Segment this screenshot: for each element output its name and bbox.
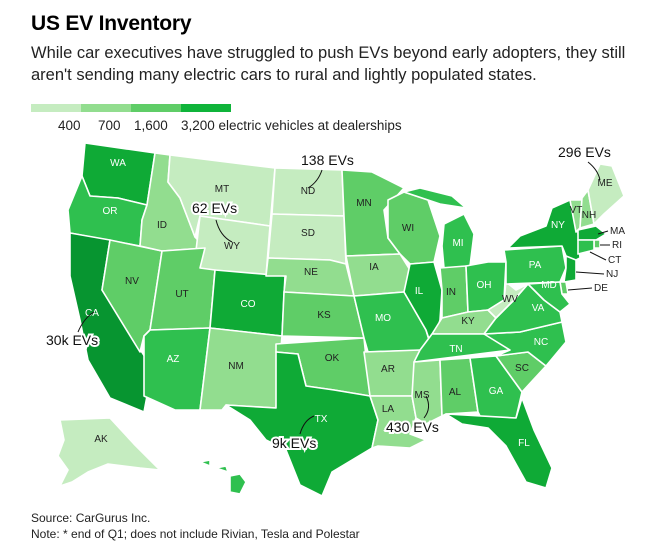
callout-me: 296 EVs bbox=[558, 144, 611, 160]
label-GA: GA bbox=[489, 386, 504, 397]
legend-swatch-400 bbox=[31, 104, 81, 112]
chart-subtitle: While car executives have struggled to p… bbox=[31, 44, 626, 84]
label-MA: MA bbox=[610, 226, 625, 237]
states bbox=[57, 142, 625, 497]
callouts: 138 EVs 296 EVs 62 EVs 30k EVs 9k EVs 43… bbox=[44, 142, 613, 453]
label-MS: MS bbox=[415, 390, 430, 401]
callout-nd-arrow bbox=[307, 169, 323, 189]
label-TX: TX bbox=[315, 414, 328, 425]
callout-ca: 30k EVs bbox=[46, 332, 98, 348]
legend-label-400: 400 bbox=[58, 118, 81, 133]
label-ND: ND bbox=[301, 186, 315, 197]
label-ME: ME bbox=[598, 178, 613, 189]
state-MD bbox=[527, 281, 571, 313]
label-ID: ID bbox=[157, 220, 167, 231]
legend-swatch-1600 bbox=[131, 104, 181, 112]
state-RI bbox=[593, 239, 601, 249]
label-VA: VA bbox=[532, 303, 545, 314]
state-CT bbox=[577, 239, 595, 255]
label-WA: WA bbox=[110, 158, 126, 169]
label-OR: OR bbox=[103, 206, 118, 217]
label-AR: AR bbox=[381, 364, 395, 375]
label-NC: NC bbox=[534, 337, 548, 348]
state-AL bbox=[439, 357, 479, 417]
state-TX bbox=[225, 351, 379, 497]
callout-nd: 138 EVs bbox=[301, 152, 354, 168]
callout-ca-arrow bbox=[77, 311, 95, 333]
state-HI bbox=[199, 459, 247, 495]
state-SD bbox=[267, 213, 347, 265]
state-labels: WA OR CA NV ID MT WY UT AZ CO NM ND SD N… bbox=[85, 158, 625, 449]
label-AK: AK bbox=[94, 434, 108, 445]
callout-wy: 62 EVs bbox=[192, 200, 237, 216]
label-AZ: AZ bbox=[167, 354, 180, 365]
legend-label-1600: 1,600 bbox=[134, 118, 168, 133]
state-AZ bbox=[143, 327, 211, 411]
legend-label-3200: 3,200 electric vehicles at dealerships bbox=[181, 118, 402, 133]
label-MI: MI bbox=[452, 238, 463, 249]
label-OK: OK bbox=[325, 353, 340, 364]
callout-wy-arrow bbox=[215, 219, 233, 243]
callout-tx-arrow bbox=[299, 415, 315, 435]
label-PA: PA bbox=[529, 260, 542, 271]
state-MA bbox=[577, 225, 607, 241]
leader-DE bbox=[567, 287, 593, 291]
label-VT: VT bbox=[570, 205, 583, 216]
label-NH: NH bbox=[582, 210, 596, 221]
label-IL: IL bbox=[415, 286, 424, 297]
state-NJ bbox=[563, 255, 577, 283]
label-OH: OH bbox=[477, 280, 492, 291]
label-MO: MO bbox=[375, 313, 391, 324]
label-RI: RI bbox=[612, 240, 622, 251]
callout-ms: 430 EVs bbox=[386, 419, 439, 435]
callout-me-arrow bbox=[587, 161, 601, 181]
label-KS: KS bbox=[317, 310, 331, 321]
label-TN: TN bbox=[449, 344, 462, 355]
label-NE: NE bbox=[304, 267, 318, 278]
label-IN: IN bbox=[446, 287, 456, 298]
legend-swatch-3200 bbox=[181, 104, 231, 112]
label-WV: WV bbox=[502, 294, 518, 305]
callout-ms-arrow bbox=[423, 395, 430, 419]
state-IA bbox=[345, 253, 411, 297]
leader-MA bbox=[597, 230, 609, 235]
state-MI-UP bbox=[403, 187, 467, 209]
label-LA: LA bbox=[382, 404, 395, 415]
label-DE: DE bbox=[594, 283, 608, 294]
label-WI: WI bbox=[402, 223, 414, 234]
label-SD: SD bbox=[301, 228, 315, 239]
leader-CT bbox=[589, 251, 607, 261]
legend-label-700: 700 bbox=[98, 118, 121, 133]
label-WY: WY bbox=[224, 241, 240, 252]
label-NJ: NJ bbox=[606, 269, 618, 280]
leader-NJ bbox=[575, 271, 605, 275]
label-AL: AL bbox=[449, 387, 462, 398]
label-MD: MD bbox=[541, 280, 557, 291]
label-NM: NM bbox=[228, 361, 244, 372]
label-NY: NY bbox=[551, 220, 565, 231]
legend: 400 700 1,600 3,200 electric vehicles at… bbox=[31, 104, 441, 140]
state-WV bbox=[487, 281, 529, 319]
note-text: Note: * end of Q1; does not include Rivi… bbox=[31, 527, 360, 541]
state-FL bbox=[445, 397, 553, 489]
state-ME bbox=[587, 163, 625, 225]
label-SC: SC bbox=[515, 363, 529, 374]
label-IA: IA bbox=[369, 262, 379, 273]
chart-title: US EV Inventory bbox=[31, 12, 192, 35]
legend-swatch-700 bbox=[81, 104, 131, 112]
label-UT: UT bbox=[175, 289, 188, 300]
label-CO: CO bbox=[241, 299, 256, 310]
source-text: Source: CarGurus Inc. bbox=[31, 511, 151, 525]
label-KY: KY bbox=[461, 316, 475, 327]
label-MT: MT bbox=[215, 184, 229, 195]
label-FL: FL bbox=[518, 438, 530, 449]
state-AK bbox=[57, 417, 161, 487]
label-MN: MN bbox=[356, 198, 372, 209]
label-NV: NV bbox=[125, 276, 139, 287]
label-CT: CT bbox=[608, 255, 621, 266]
callout-tx: 9k EVs bbox=[272, 435, 316, 451]
